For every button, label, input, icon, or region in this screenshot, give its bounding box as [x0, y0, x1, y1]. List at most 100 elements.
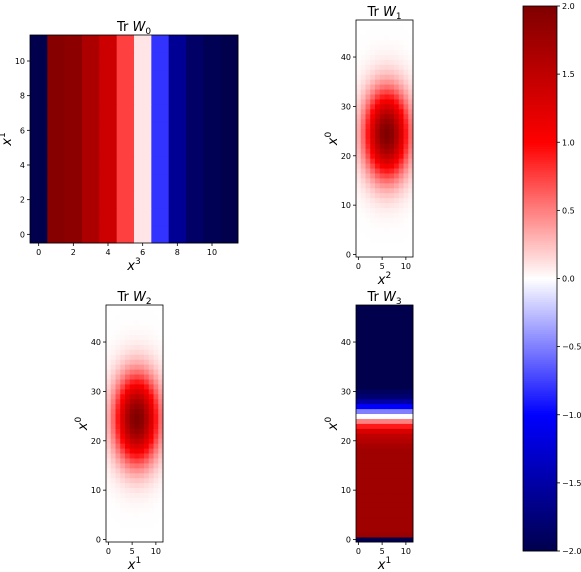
heatmap-cell: [148, 467, 154, 474]
heatmap-cell: [398, 207, 404, 213]
heatmap-cell: [153, 339, 159, 345]
heatmap-cell: [398, 69, 404, 75]
heatmap-cell: [370, 158, 376, 164]
heatmap-cell: [129, 517, 135, 523]
heatmap-cell: [356, 108, 362, 115]
heatmap-cell: [379, 222, 385, 228]
heatmap-cell: [356, 64, 362, 70]
heatmap-cell: [115, 512, 121, 518]
heatmap-cell: [398, 309, 404, 316]
heatmap-cell: [129, 527, 135, 533]
heatmap-cell: [139, 354, 145, 360]
heatmap-cell: [356, 49, 362, 55]
heatmap-cell: [148, 309, 154, 316]
heatmap-cell: [394, 148, 400, 154]
heatmap-cell: [379, 113, 385, 120]
heatmap-cell: [408, 128, 414, 134]
heatmap-cell: [365, 388, 371, 395]
heatmap-cell: [139, 517, 145, 523]
heatmap-cell: [370, 74, 376, 80]
heatmap-cell: [144, 403, 150, 410]
heatmap-cell: [408, 143, 414, 149]
heatmap-cell: [394, 123, 400, 130]
heatmap-cell: [139, 527, 145, 533]
heatmap-cell: [360, 388, 366, 395]
heatmap-cell: [403, 438, 409, 444]
heatmap-cell: [365, 522, 371, 528]
heatmap-cell: [384, 453, 390, 459]
heatmap-cell: [144, 532, 150, 538]
heatmap-cell: [365, 482, 371, 489]
heatmap-cell: [158, 537, 164, 543]
heatmap-cell: [139, 512, 145, 518]
heatmap-cell: [365, 202, 371, 209]
heatmap-cell: [139, 319, 145, 326]
colorbar-segment: [523, 199, 557, 203]
heatmap-cell: [120, 433, 126, 439]
heatmap-cell: [365, 467, 371, 474]
heatmap-cell: [408, 517, 414, 523]
heatmap-cell: [408, 344, 414, 350]
heatmap-cell: [403, 24, 409, 31]
heatmap-cell: [82, 208, 100, 227]
heatmap-cell: [375, 512, 381, 518]
heatmap-cell: [394, 423, 400, 429]
heatmap-cell: [144, 324, 150, 331]
heatmap-cell: [125, 398, 131, 405]
heatmap-cell: [384, 314, 390, 321]
heatmap-cell: [384, 54, 390, 60]
heatmap-cell: [398, 319, 404, 326]
heatmap-cell: [365, 497, 371, 503]
heatmap-cell: [370, 99, 376, 105]
heatmap-cell: [379, 423, 385, 429]
heatmap-cell: [360, 133, 366, 139]
heatmap-cell: [153, 374, 159, 380]
heatmap-cell: [370, 329, 376, 336]
heatmap-cell: [389, 242, 395, 248]
heatmap-cell: [360, 413, 366, 419]
heatmap-cell: [144, 453, 150, 459]
heatmap-cell: [120, 344, 126, 350]
heatmap-cell: [370, 453, 376, 459]
heatmap-cell: [384, 20, 390, 26]
heatmap-cell: [398, 79, 404, 85]
heatmap-cell: [110, 522, 116, 528]
heatmap-cell: [129, 374, 135, 380]
heatmap-cell: [115, 527, 121, 533]
heatmap-cell: [356, 89, 362, 95]
heatmap-cell: [356, 532, 362, 538]
heatmap-cell: [398, 492, 404, 498]
colorbar-segment: [523, 150, 557, 154]
heatmap-cell: [389, 329, 395, 336]
colorbar-segment: [523, 123, 557, 126]
heatmap-cell: [120, 443, 126, 449]
heatmap-cell: [148, 379, 154, 385]
heatmap-cell: [153, 433, 159, 439]
heatmap-cell: [203, 121, 222, 140]
heatmap-cell: [375, 418, 381, 424]
heatmap-cell: [384, 237, 390, 243]
heatmap-cell: [158, 502, 164, 508]
heatmap-cell: [148, 384, 154, 390]
heatmap-cell: [99, 156, 118, 175]
colorbar-segment: [523, 27, 557, 30]
heatmap-cell: [360, 497, 366, 503]
heatmap-cell: [144, 458, 150, 464]
heatmap-cell: [158, 354, 164, 360]
heatmap-cell: [99, 208, 118, 227]
heatmap-cell: [379, 497, 385, 503]
colorbar-segment: [523, 372, 557, 375]
heatmap-cell: [403, 423, 409, 429]
heatmap-cell: [360, 89, 366, 95]
heatmap-cell: [384, 324, 390, 331]
heatmap-cell: [129, 319, 135, 326]
heatmap-cell: [106, 487, 112, 494]
heatmap-cell: [144, 418, 150, 424]
colorbar-segment: [523, 152, 557, 156]
heatmap-cell: [360, 393, 366, 400]
heatmap-cell: [379, 24, 385, 31]
heatmap-cell: [360, 512, 366, 518]
heatmap-cell: [379, 227, 385, 233]
heatmap-cell: [365, 393, 371, 400]
colorbar-segment: [523, 440, 557, 443]
